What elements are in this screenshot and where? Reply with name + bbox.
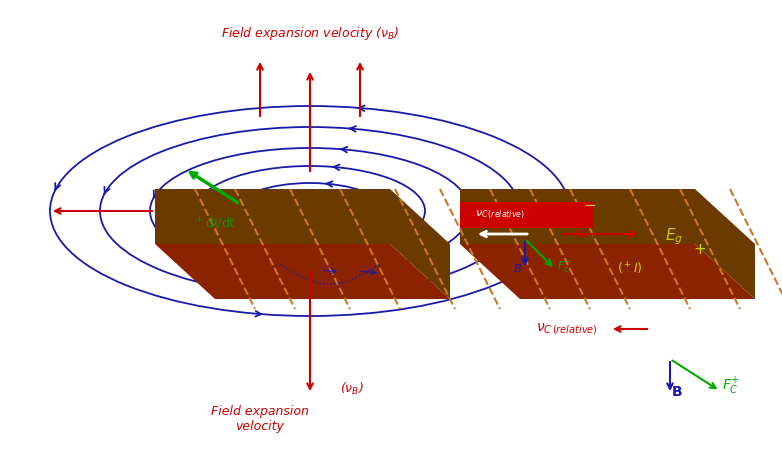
Text: B: B — [672, 385, 683, 399]
Polygon shape — [155, 244, 450, 299]
Text: Field expansion velocity ($\nu_B$): Field expansion velocity ($\nu_B$) — [221, 26, 400, 43]
Text: $\nu_{C\,(relative)}$: $\nu_{C\,(relative)}$ — [475, 209, 525, 221]
Text: $-$: $-$ — [583, 196, 597, 212]
Text: $+$: $+$ — [694, 241, 707, 257]
Text: Field expansion
velocity: Field expansion velocity — [211, 405, 309, 433]
Polygon shape — [695, 189, 755, 299]
Text: $F_{C}^{+}$: $F_{C}^{+}$ — [722, 376, 740, 397]
Polygon shape — [155, 189, 390, 244]
Text: $(^+I)$: $(^+I)$ — [617, 261, 643, 277]
Polygon shape — [460, 244, 755, 299]
Text: $F_{c}^{-}$: $F_{c}^{-}$ — [557, 259, 572, 274]
Text: $\nu_{C\,(relative)}$: $\nu_{C\,(relative)}$ — [536, 321, 598, 337]
Text: $\nu_B$: $\nu_B$ — [572, 228, 587, 241]
Text: $E_g$: $E_g$ — [665, 227, 683, 247]
Text: B: B — [513, 264, 521, 274]
FancyBboxPatch shape — [460, 202, 594, 228]
Text: $^+$dI/dt: $^+$dI/dt — [194, 216, 236, 232]
Text: ($\nu_B$): ($\nu_B$) — [340, 381, 364, 397]
Polygon shape — [460, 189, 695, 244]
Polygon shape — [390, 189, 450, 299]
